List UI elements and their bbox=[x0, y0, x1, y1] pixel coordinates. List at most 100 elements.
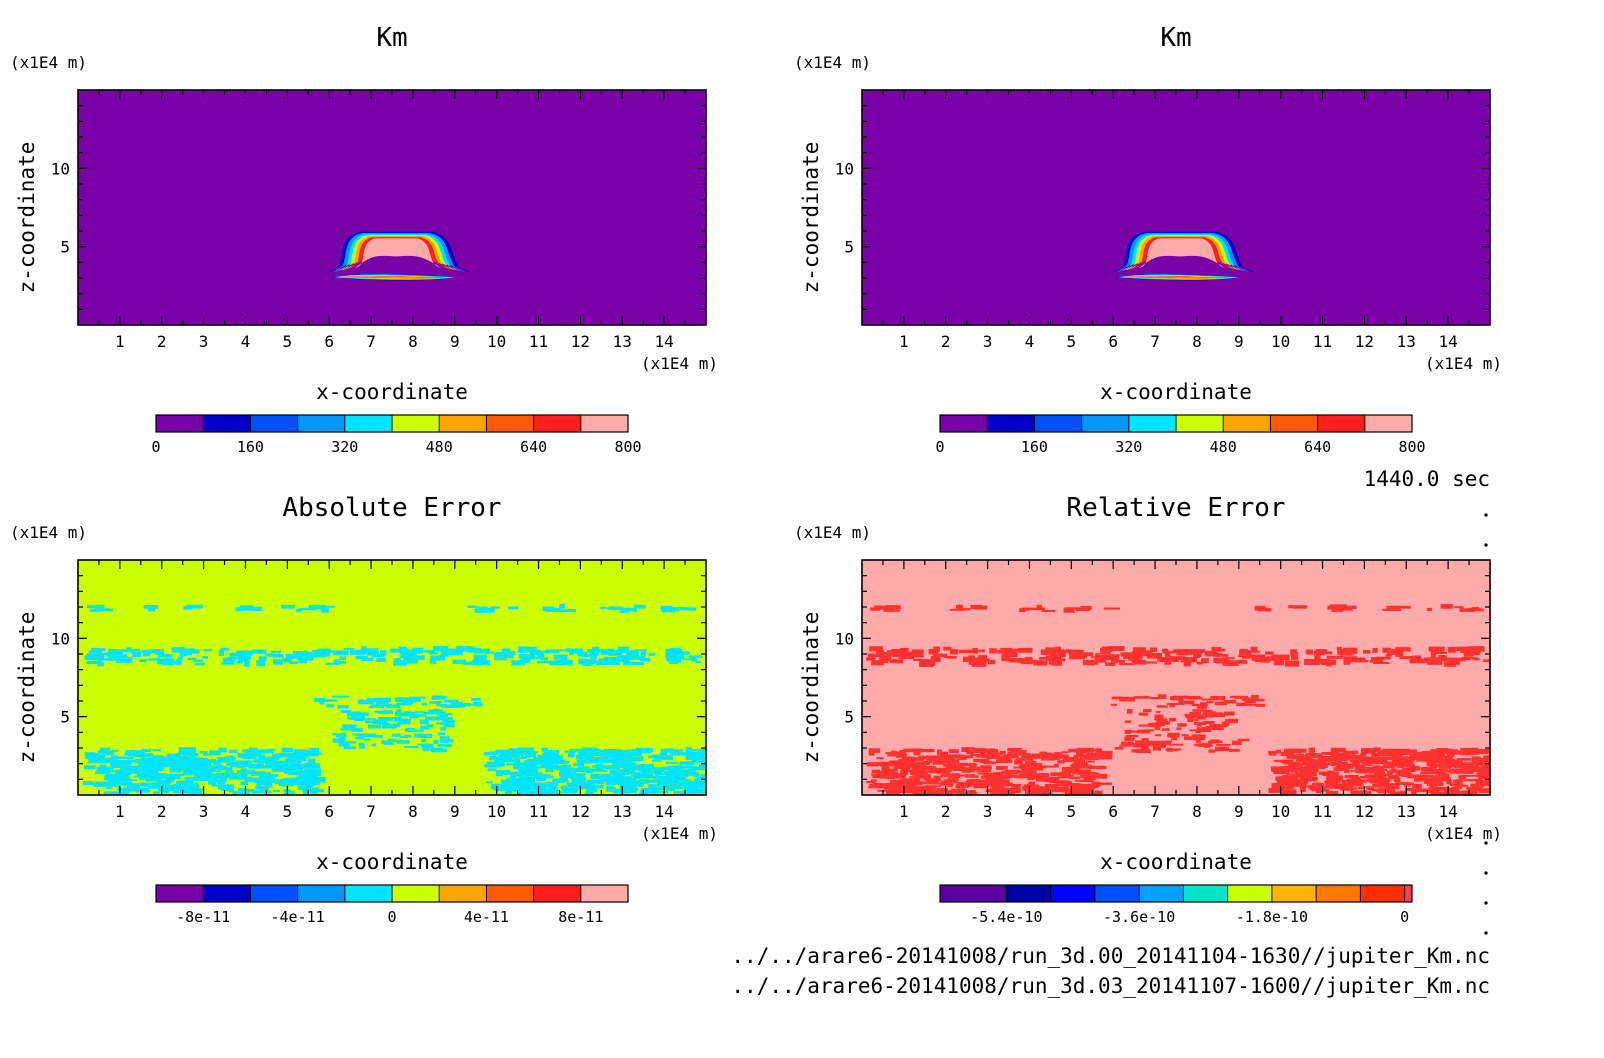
error-patch bbox=[141, 769, 159, 774]
error-patch bbox=[132, 651, 141, 658]
time-label: 1440.0 sec bbox=[1364, 467, 1490, 491]
error-patch bbox=[1401, 771, 1411, 777]
x-tick-label: 6 bbox=[1108, 332, 1118, 351]
error-patch bbox=[1431, 776, 1448, 782]
error-patch bbox=[1443, 773, 1450, 779]
error-patch bbox=[240, 781, 249, 786]
error-patch bbox=[450, 701, 463, 705]
error-patch bbox=[873, 783, 891, 786]
error-patch bbox=[363, 718, 377, 721]
error-patch bbox=[148, 783, 165, 789]
guide-dot bbox=[1484, 931, 1488, 935]
error-patch bbox=[626, 655, 639, 659]
error-patch bbox=[1133, 647, 1146, 654]
error-patch bbox=[942, 756, 955, 760]
error-patch bbox=[282, 658, 292, 663]
error-patch bbox=[652, 759, 663, 762]
error-patch bbox=[1346, 787, 1354, 791]
error-patch bbox=[587, 779, 603, 784]
error-patch bbox=[272, 753, 281, 758]
error-patch bbox=[915, 651, 921, 656]
error-patch bbox=[460, 646, 469, 652]
error-patch bbox=[1479, 646, 1485, 652]
error-patch bbox=[889, 779, 906, 786]
colorbar-tick-label: 640 bbox=[520, 438, 547, 456]
error-patch bbox=[232, 791, 250, 795]
error-patch bbox=[1019, 758, 1034, 761]
error-patch bbox=[997, 755, 1006, 760]
error-patch bbox=[945, 780, 954, 783]
error-patch bbox=[1092, 783, 1099, 788]
error-patch bbox=[176, 780, 184, 785]
error-patch bbox=[1396, 650, 1403, 654]
error-patch bbox=[1073, 754, 1091, 758]
error-patch bbox=[208, 779, 227, 782]
error-patch bbox=[1356, 764, 1366, 768]
x-tick-label: 5 bbox=[283, 332, 293, 351]
error-patch bbox=[397, 740, 410, 744]
error-patch bbox=[901, 758, 916, 763]
error-patch bbox=[1255, 703, 1266, 707]
error-patch bbox=[1450, 791, 1462, 795]
error-patch bbox=[1288, 605, 1294, 609]
x-tick-label: 2 bbox=[941, 332, 951, 351]
error-patch bbox=[229, 652, 239, 657]
error-patch bbox=[446, 739, 454, 743]
error-patch bbox=[217, 779, 225, 785]
error-patch bbox=[669, 648, 683, 652]
error-patch bbox=[933, 653, 948, 658]
error-patch bbox=[155, 657, 161, 661]
error-patch bbox=[1061, 751, 1069, 754]
error-patch bbox=[1200, 658, 1209, 664]
error-patch bbox=[981, 748, 999, 754]
error-patch bbox=[164, 784, 175, 788]
error-patch bbox=[614, 775, 625, 779]
error-patch bbox=[141, 763, 159, 768]
error-patch bbox=[239, 788, 255, 792]
error-patch bbox=[982, 782, 996, 786]
error-patch bbox=[418, 734, 433, 739]
error-patch bbox=[1337, 649, 1350, 655]
error-patch bbox=[567, 753, 575, 758]
error-patch bbox=[277, 752, 286, 757]
error-patch bbox=[1137, 650, 1153, 657]
y-axis-label: z-coordinate bbox=[15, 612, 39, 764]
error-patch bbox=[660, 748, 673, 753]
error-patch bbox=[688, 784, 699, 791]
error-patch bbox=[1009, 657, 1022, 663]
error-patch bbox=[439, 715, 448, 720]
error-patch bbox=[337, 705, 349, 709]
error-patch bbox=[127, 750, 136, 753]
error-patch bbox=[1414, 777, 1432, 782]
error-patch bbox=[635, 656, 646, 660]
error-patch bbox=[126, 786, 137, 789]
error-patch bbox=[1395, 605, 1411, 609]
error-patch bbox=[933, 646, 940, 652]
error-patch bbox=[1266, 656, 1275, 661]
error-patch bbox=[1023, 784, 1037, 789]
error-patch bbox=[1274, 767, 1291, 773]
error-patch bbox=[270, 650, 282, 653]
error-patch bbox=[634, 776, 642, 779]
error-patch bbox=[227, 657, 244, 660]
error-patch bbox=[628, 790, 638, 793]
error-patch bbox=[1422, 754, 1440, 758]
error-patch bbox=[1378, 752, 1386, 757]
error-patch bbox=[1444, 763, 1461, 768]
error-patch bbox=[97, 661, 104, 667]
colorbar-tick-label: 800 bbox=[614, 438, 641, 456]
error-patch bbox=[883, 784, 898, 790]
error-patch bbox=[1154, 714, 1164, 719]
error-patch bbox=[1468, 646, 1484, 652]
error-patch bbox=[1432, 651, 1445, 654]
error-patch bbox=[82, 781, 93, 786]
error-patch bbox=[996, 775, 1010, 778]
error-patch bbox=[1290, 748, 1301, 754]
error-patch bbox=[1142, 709, 1152, 713]
error-patch bbox=[1159, 657, 1168, 663]
km-contour-upper bbox=[1139, 238, 1225, 268]
error-patch bbox=[1401, 767, 1415, 772]
error-patch bbox=[1485, 764, 1490, 769]
error-patch bbox=[368, 724, 382, 729]
error-patch bbox=[626, 650, 639, 656]
